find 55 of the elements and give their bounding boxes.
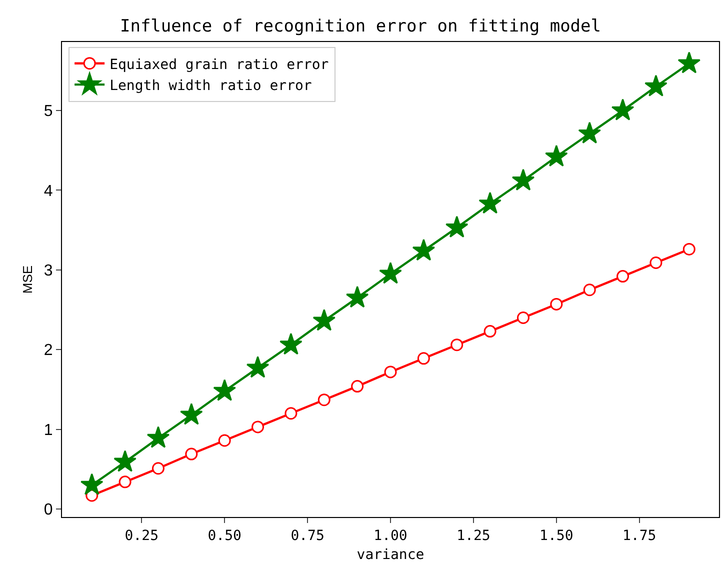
point xyxy=(284,407,298,420)
point xyxy=(616,270,630,283)
y-tick-label: 3 xyxy=(44,262,53,280)
x-tick-label: 1.00 xyxy=(374,528,408,544)
point xyxy=(516,312,530,324)
point xyxy=(545,144,568,167)
point xyxy=(583,284,596,296)
x-tick-label: 0.75 xyxy=(290,528,324,544)
x-axis-title: variance xyxy=(356,547,424,564)
x-tick-label: 0.50 xyxy=(208,528,242,544)
point xyxy=(280,332,302,355)
point xyxy=(80,473,104,495)
point xyxy=(450,338,464,352)
point xyxy=(650,256,662,270)
point xyxy=(484,325,496,338)
point xyxy=(682,242,696,256)
y-tick-label: 0 xyxy=(44,502,53,519)
x-tick-label: 1.75 xyxy=(622,528,656,544)
point xyxy=(218,434,231,447)
point xyxy=(346,286,369,308)
point xyxy=(185,448,198,460)
y-tick-label: 1 xyxy=(44,422,53,439)
y-tick-label: 5 xyxy=(44,103,53,120)
point xyxy=(445,216,468,238)
y-tick-label: 2 xyxy=(44,342,53,360)
point xyxy=(678,52,701,74)
point xyxy=(213,379,236,401)
x-tick-label: 1.50 xyxy=(540,528,574,544)
point xyxy=(118,476,132,488)
point xyxy=(578,122,601,144)
point xyxy=(152,462,164,475)
point xyxy=(246,356,270,378)
x-tick-label: 0.25 xyxy=(124,528,158,544)
point xyxy=(114,450,136,472)
chart-title: Influence of recognition error on fitting model xyxy=(120,16,602,37)
point xyxy=(611,98,634,120)
point xyxy=(318,394,330,406)
point xyxy=(379,262,402,284)
legend-label: Equiaxed grain ratio error xyxy=(110,56,329,73)
point xyxy=(180,403,203,425)
point xyxy=(412,238,436,261)
y-axis-title: MSE xyxy=(20,265,35,294)
point xyxy=(644,74,668,96)
point xyxy=(351,380,364,393)
point xyxy=(384,366,397,378)
point xyxy=(512,168,535,190)
x-tick-label: 1.25 xyxy=(456,528,490,544)
legend-label: Length width ratio error xyxy=(110,78,312,94)
point xyxy=(478,192,502,214)
point xyxy=(417,352,430,365)
point xyxy=(252,420,264,434)
point xyxy=(550,298,563,310)
y-tick-label: 4 xyxy=(44,182,53,200)
point xyxy=(312,308,336,331)
point xyxy=(146,426,170,448)
